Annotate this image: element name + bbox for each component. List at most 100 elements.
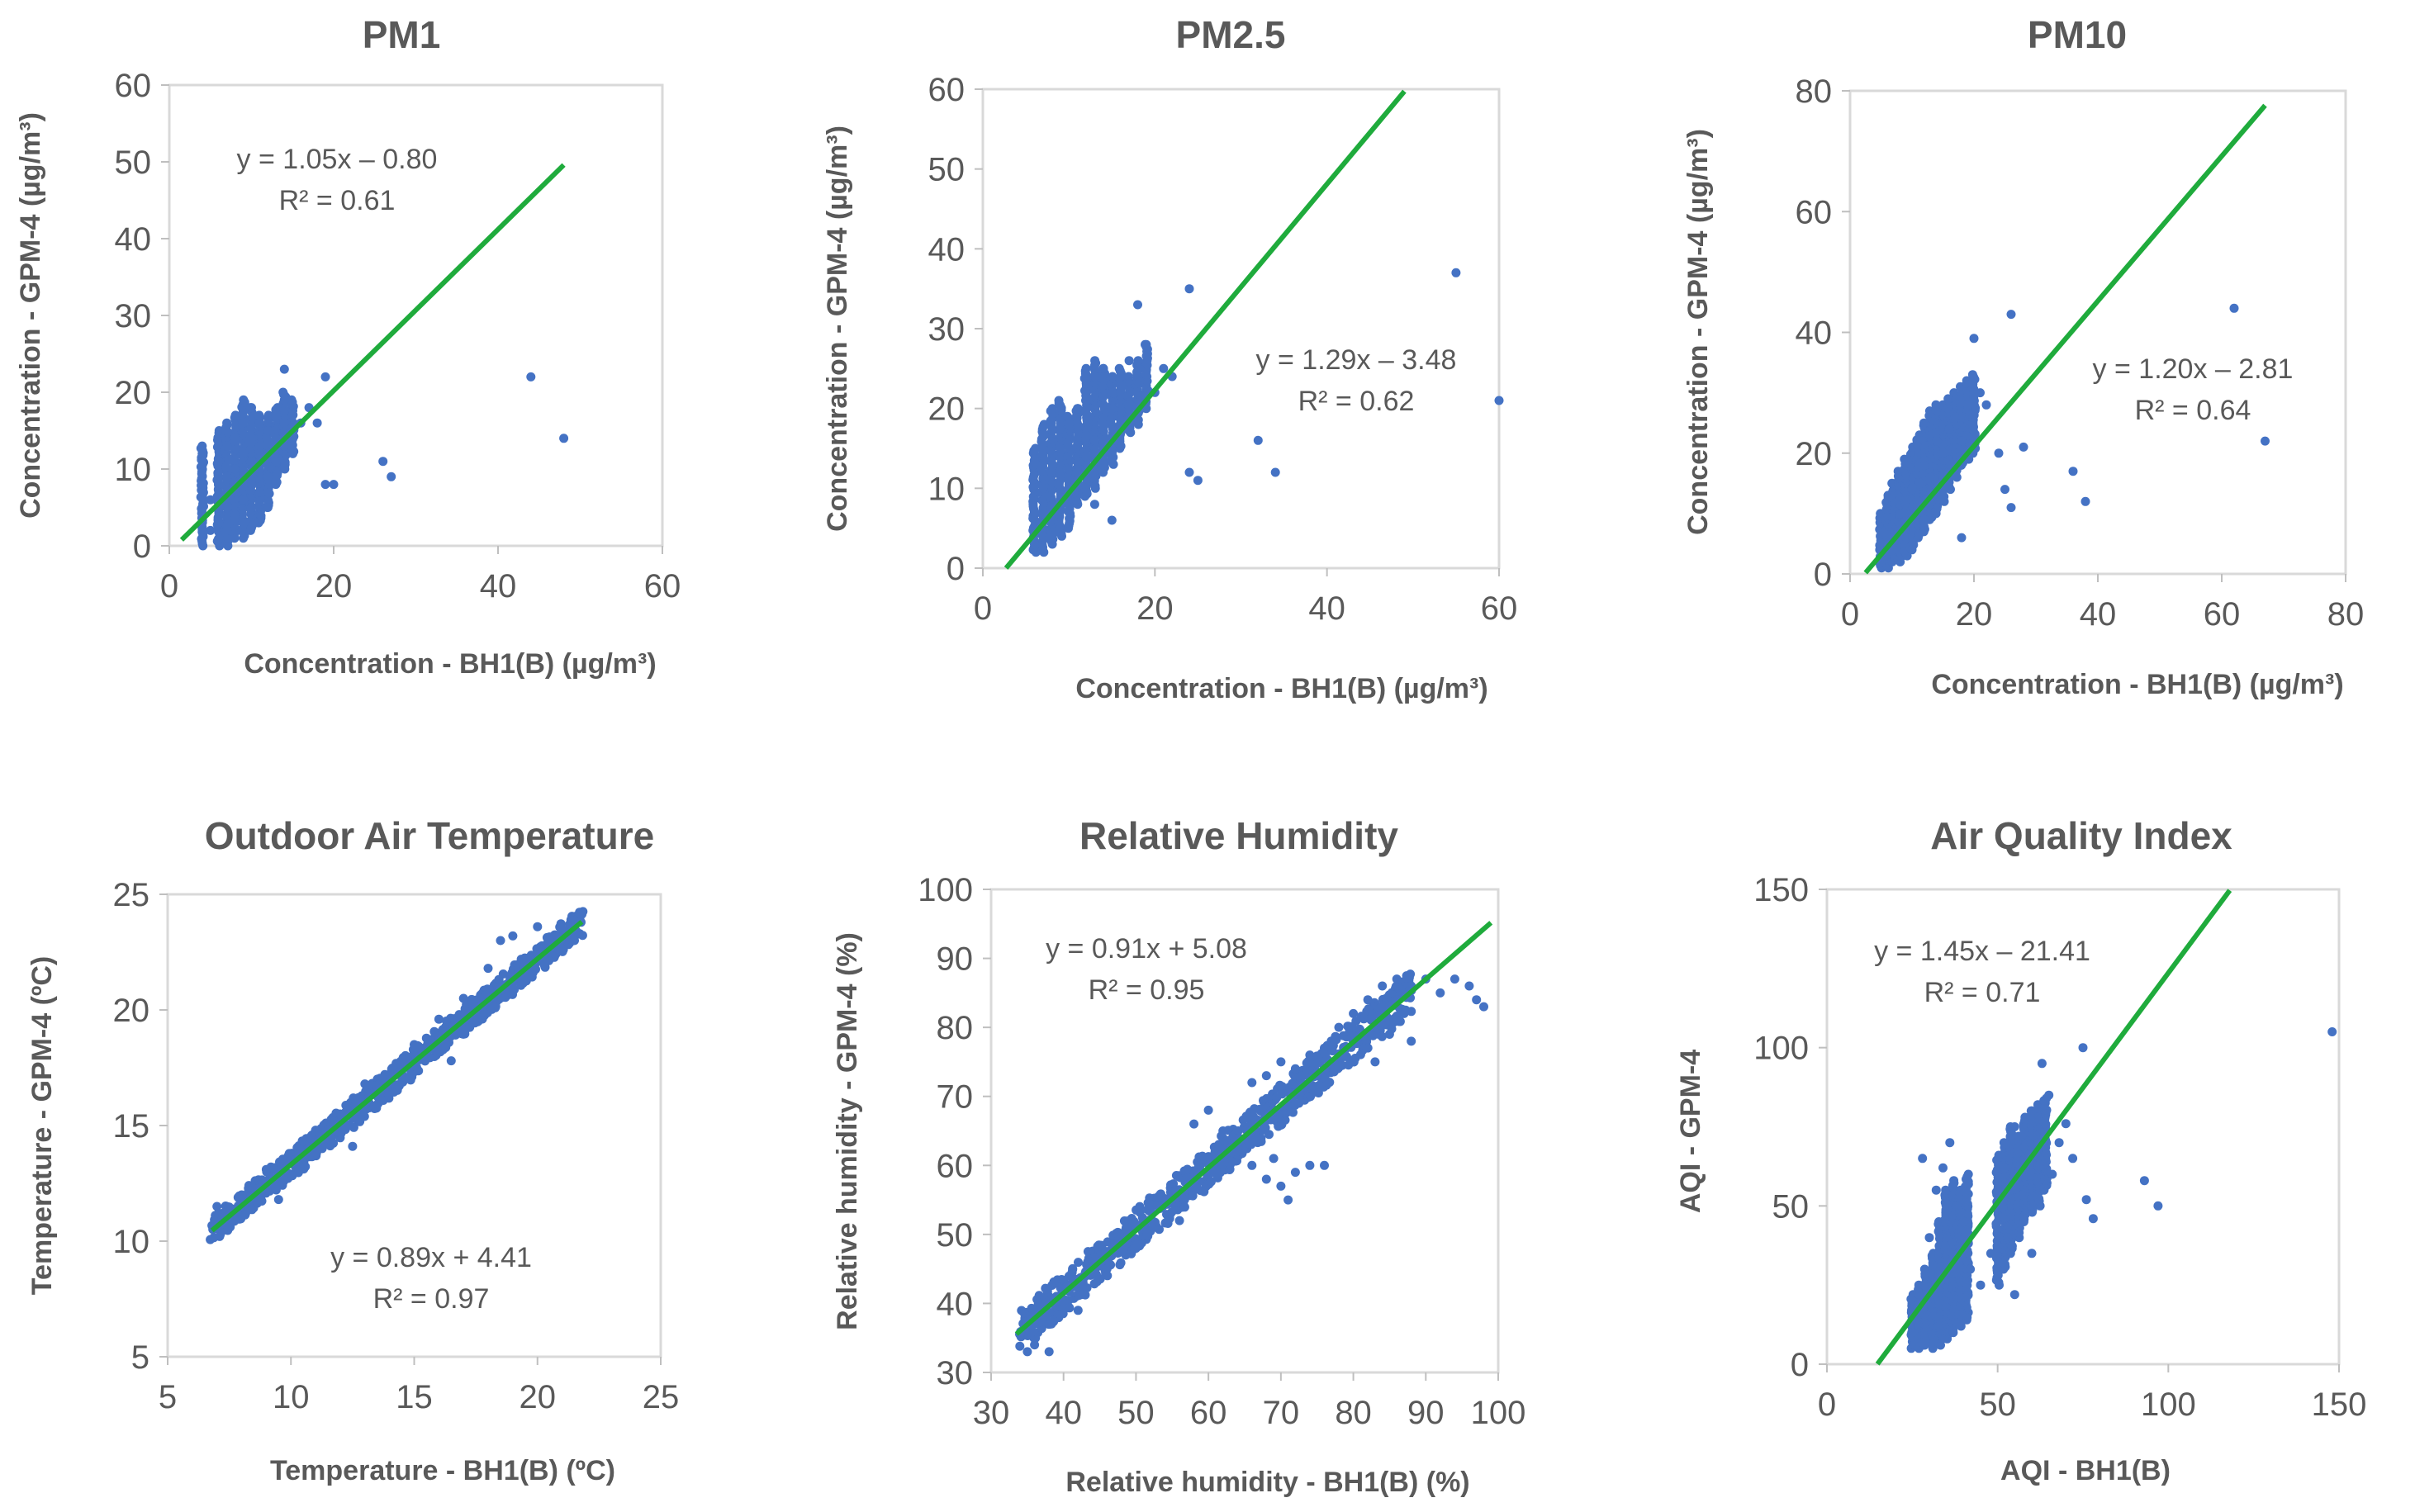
data-point xyxy=(1919,1264,1929,1274)
y-axis-label: AQI - GPM-4 xyxy=(1675,1050,1706,1213)
data-point xyxy=(1047,404,1057,414)
data-point xyxy=(1494,396,1504,405)
data-point xyxy=(496,936,505,946)
x-tick-label: 40 xyxy=(2080,596,2117,633)
data-point xyxy=(1363,995,1373,1005)
y-tick-label: 0 xyxy=(1814,557,1832,593)
scatter-points xyxy=(1028,268,1504,557)
data-point xyxy=(1914,496,1923,506)
x-tick-label: 0 xyxy=(1818,1386,1836,1423)
data-point xyxy=(1370,1057,1380,1067)
data-point xyxy=(254,418,264,428)
data-point xyxy=(1261,1071,1271,1081)
data-point xyxy=(510,984,520,994)
data-point xyxy=(1957,436,1967,446)
data-point xyxy=(1986,1249,1995,1258)
x-tick-label: 40 xyxy=(1308,590,1345,627)
data-point xyxy=(1169,1179,1179,1189)
fit-equation: y = 1.45x – 21.41 xyxy=(1874,936,2090,967)
data-point xyxy=(2088,1214,2098,1224)
data-point xyxy=(1131,1244,1141,1254)
data-point xyxy=(575,908,585,917)
data-point xyxy=(2078,1043,2088,1053)
data-point xyxy=(197,448,207,458)
data-point xyxy=(320,372,330,382)
data-point xyxy=(1184,284,1194,294)
y-tick-label: 20 xyxy=(1796,436,1833,472)
x-tick-label: 15 xyxy=(396,1379,433,1415)
data-point xyxy=(1377,1031,1387,1041)
y-tick-label: 80 xyxy=(937,1010,974,1046)
data-point xyxy=(1963,1169,1973,1179)
data-point xyxy=(1253,435,1263,445)
data-point xyxy=(1963,400,1972,410)
data-point xyxy=(212,1202,222,1211)
data-point xyxy=(1232,1147,1242,1157)
plot-area: 30 40 50 60 70 80 90 100 30 40 50 60 70 80 90 100 xyxy=(918,872,1525,1431)
x-tick-label: 150 xyxy=(2312,1386,2367,1423)
x-tick-label: 90 xyxy=(1407,1395,1445,1431)
data-point xyxy=(1107,515,1117,525)
y-tick-label: 0 xyxy=(133,528,151,565)
x-tick-label: 5 xyxy=(159,1379,177,1415)
data-point xyxy=(1368,1011,1378,1021)
data-point xyxy=(1062,411,1072,421)
data-point xyxy=(1976,1280,1986,1290)
data-point xyxy=(1277,1089,1287,1099)
data-point xyxy=(1089,372,1099,382)
data-point xyxy=(1435,988,1445,998)
data-point xyxy=(508,931,518,941)
x-tick-label: 25 xyxy=(643,1379,680,1415)
panel-title: Relative Humidity xyxy=(1079,814,1398,857)
data-point xyxy=(257,1197,267,1206)
data-point xyxy=(1102,1264,1112,1274)
data-point xyxy=(1256,1133,1266,1143)
y-tick-label: 10 xyxy=(115,452,152,488)
panel-title: PM2.5 xyxy=(1176,13,1286,56)
data-point xyxy=(1958,1217,1968,1226)
data-point xyxy=(1966,1264,1976,1274)
x-tick-label: 50 xyxy=(1979,1386,2016,1423)
fit-equation: y = 0.89x + 4.41 xyxy=(330,1242,532,1273)
data-point xyxy=(197,441,207,451)
data-point xyxy=(1472,995,1482,1005)
x-tick-label: 40 xyxy=(480,568,517,604)
y-tick-label: 50 xyxy=(928,152,966,188)
data-point xyxy=(2054,1138,2064,1148)
data-point xyxy=(1141,339,1151,349)
data-point xyxy=(2081,496,2090,506)
data-point xyxy=(263,426,273,435)
y-tick-label: 40 xyxy=(928,231,966,268)
data-point xyxy=(458,993,468,1003)
data-point xyxy=(1313,1088,1323,1097)
y-tick-label: 80 xyxy=(1796,73,1833,110)
data-point xyxy=(2000,1163,2009,1173)
data-point xyxy=(349,1122,358,1132)
x-tick-label: 20 xyxy=(1136,590,1174,627)
data-point xyxy=(1288,1107,1298,1117)
data-point xyxy=(1089,500,1099,510)
data-point xyxy=(2027,1249,2037,1258)
fit-line xyxy=(1875,889,2232,1366)
data-point xyxy=(1931,1185,1941,1195)
data-point xyxy=(254,410,264,420)
data-point xyxy=(559,434,569,443)
y-tick-label: 40 xyxy=(937,1286,974,1322)
data-point xyxy=(239,495,249,505)
data-point xyxy=(1384,1030,1394,1039)
data-point xyxy=(2153,1201,2163,1211)
x-tick-label: 100 xyxy=(1471,1395,1526,1431)
y-tick-label: 30 xyxy=(115,298,152,334)
data-point xyxy=(411,1063,421,1072)
y-tick-label: 90 xyxy=(937,941,974,978)
data-point xyxy=(273,1195,283,1205)
x-tick-label: 20 xyxy=(1956,596,1993,633)
x-tick-label: 10 xyxy=(273,1379,310,1415)
r-squared: R² = 0.61 xyxy=(279,185,396,216)
data-point xyxy=(247,403,256,413)
panel-pm10: 0 20 40 60 80 0 20 40 60 80 PM10 Concentration - … xyxy=(1682,13,2364,700)
data-point xyxy=(1046,467,1056,477)
data-point xyxy=(1305,1160,1315,1170)
data-point xyxy=(410,1040,419,1050)
